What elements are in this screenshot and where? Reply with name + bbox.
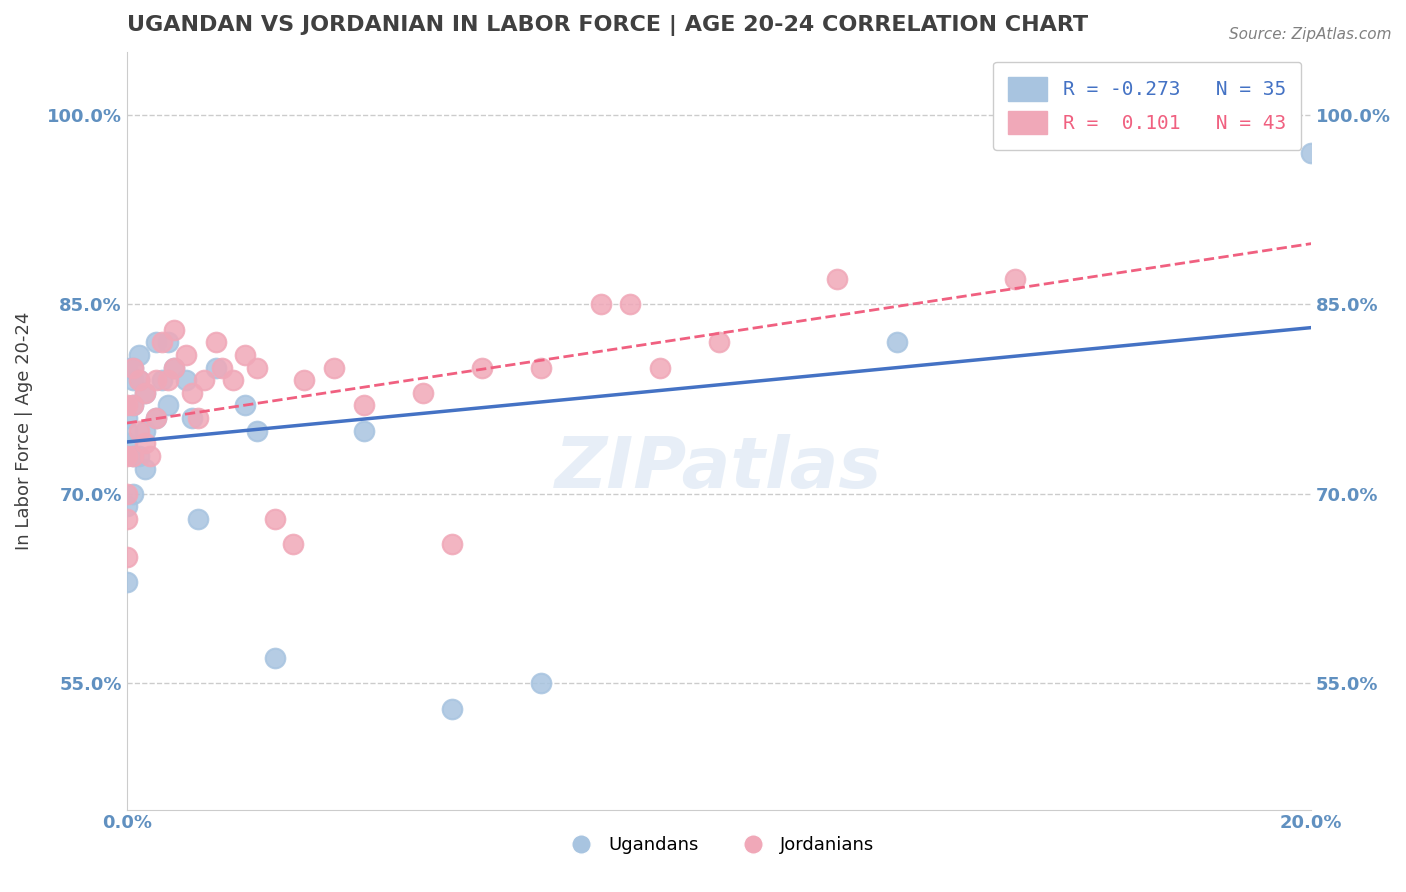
- Point: [530, 360, 553, 375]
- Point: [263, 651, 285, 665]
- Point: [441, 537, 464, 551]
- Point: [115, 424, 138, 438]
- Point: [115, 487, 138, 501]
- Point: [150, 335, 173, 350]
- Point: [128, 424, 150, 438]
- Point: [145, 411, 167, 425]
- Point: [187, 411, 209, 425]
- Point: [263, 512, 285, 526]
- Point: [589, 297, 612, 311]
- Point: [157, 373, 180, 387]
- Point: [233, 399, 256, 413]
- Point: [471, 360, 494, 375]
- Point: [128, 373, 150, 387]
- Point: [353, 424, 375, 438]
- Point: [1004, 272, 1026, 286]
- Point: [180, 385, 202, 400]
- Legend: R = -0.273   N = 35, R =  0.101   N = 43: R = -0.273 N = 35, R = 0.101 N = 43: [993, 62, 1302, 150]
- Point: [145, 411, 167, 425]
- Point: [121, 399, 143, 413]
- Point: [211, 360, 233, 375]
- Point: [353, 399, 375, 413]
- Point: [115, 360, 138, 375]
- Point: [174, 348, 197, 362]
- Point: [157, 399, 180, 413]
- Point: [163, 360, 186, 375]
- Point: [281, 537, 304, 551]
- Point: [121, 360, 143, 375]
- Point: [530, 676, 553, 690]
- Text: UGANDAN VS JORDANIAN IN LABOR FORCE | AGE 20-24 CORRELATION CHART: UGANDAN VS JORDANIAN IN LABOR FORCE | AG…: [127, 15, 1088, 36]
- Point: [145, 335, 167, 350]
- Point: [1301, 145, 1323, 160]
- Point: [134, 461, 156, 475]
- Point: [323, 360, 346, 375]
- Point: [134, 385, 156, 400]
- Point: [128, 449, 150, 463]
- Point: [121, 487, 143, 501]
- Point: [163, 323, 186, 337]
- Point: [115, 500, 138, 514]
- Point: [128, 373, 150, 387]
- Point: [115, 575, 138, 590]
- Point: [139, 449, 162, 463]
- Point: [145, 373, 167, 387]
- Point: [222, 373, 245, 387]
- Point: [115, 436, 138, 450]
- Point: [121, 373, 143, 387]
- Point: [134, 385, 156, 400]
- Point: [294, 373, 316, 387]
- Point: [115, 399, 138, 413]
- Point: [121, 449, 143, 463]
- Point: [412, 385, 434, 400]
- Point: [204, 360, 226, 375]
- Point: [246, 424, 269, 438]
- Y-axis label: In Labor Force | Age 20-24: In Labor Force | Age 20-24: [15, 311, 32, 549]
- Text: Source: ZipAtlas.com: Source: ZipAtlas.com: [1229, 27, 1392, 42]
- Point: [441, 701, 464, 715]
- Point: [157, 335, 180, 350]
- Point: [246, 360, 269, 375]
- Point: [134, 424, 156, 438]
- Point: [648, 360, 671, 375]
- Point: [619, 297, 641, 311]
- Point: [115, 549, 138, 564]
- Point: [128, 348, 150, 362]
- Point: [121, 360, 143, 375]
- Point: [115, 512, 138, 526]
- Point: [886, 335, 908, 350]
- Point: [187, 512, 209, 526]
- Point: [115, 411, 138, 425]
- Text: ZIPatlas: ZIPatlas: [555, 434, 883, 503]
- Point: [121, 449, 143, 463]
- Point: [827, 272, 849, 286]
- Point: [121, 399, 143, 413]
- Point: [150, 373, 173, 387]
- Point: [115, 449, 138, 463]
- Point: [163, 360, 186, 375]
- Point: [233, 348, 256, 362]
- Point: [180, 411, 202, 425]
- Point: [174, 373, 197, 387]
- Point: [707, 335, 730, 350]
- Point: [204, 335, 226, 350]
- Point: [134, 436, 156, 450]
- Point: [193, 373, 215, 387]
